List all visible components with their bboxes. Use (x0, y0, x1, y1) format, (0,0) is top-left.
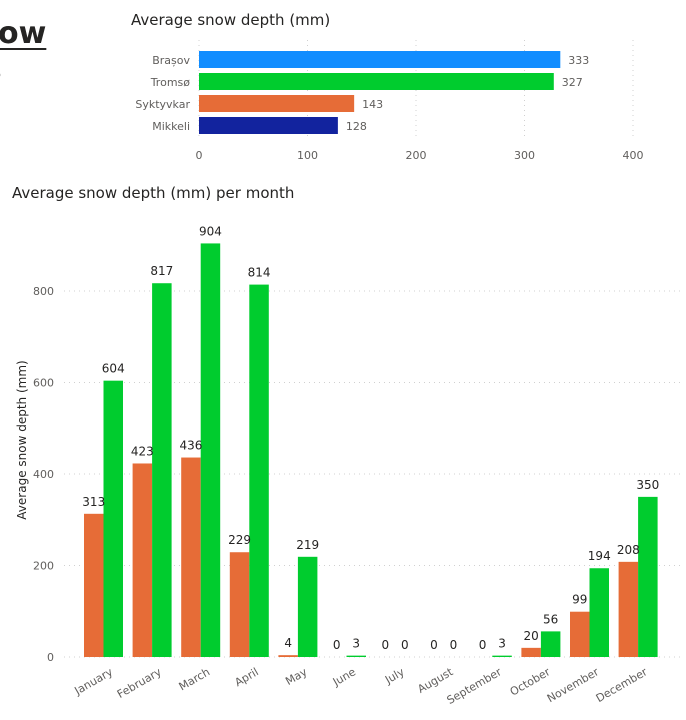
data-label: 350 (636, 478, 659, 492)
bar (618, 561, 639, 657)
snow-depth-by-city-chart: Average snow depth (mm) Brașov Tromsø Sykt… (131, 11, 644, 162)
bar (346, 655, 366, 657)
data-label: 0 (430, 638, 438, 652)
data-label: 208 (617, 543, 640, 557)
bar (249, 284, 269, 657)
y-tick-label: 0 (47, 651, 54, 664)
x-tick-label: 300 (514, 149, 535, 162)
data-label: 229 (228, 533, 251, 547)
y-tick-label: 600 (33, 377, 54, 390)
category-label: April (233, 665, 261, 689)
category-label: Mikkeli (152, 120, 190, 133)
bar (181, 457, 201, 657)
bar (589, 568, 609, 657)
bar (199, 51, 561, 68)
data-label: 56 (543, 612, 558, 626)
bar (103, 380, 123, 657)
category-label: November (545, 665, 601, 705)
data-label: 4 (284, 636, 292, 650)
bar (199, 117, 338, 134)
x-tick-label: 200 (406, 149, 427, 162)
bar (199, 73, 554, 90)
category-label: June (330, 665, 358, 689)
data-label: 194 (588, 549, 611, 563)
data-label: 327 (562, 76, 583, 89)
data-label: 436 (179, 439, 202, 453)
x-tick-label: 0 (196, 149, 203, 162)
data-label: 143 (362, 98, 383, 111)
data-label: 333 (568, 54, 589, 67)
category-label: Brașov (152, 54, 190, 67)
category-label: December (594, 665, 650, 705)
category-label: February (115, 665, 164, 701)
category-label: March (177, 665, 213, 693)
bar (521, 647, 541, 657)
bar (200, 243, 221, 658)
page-title-fragment-2: s (0, 56, 1, 86)
y-tick-label: 800 (33, 285, 54, 298)
bar (84, 513, 104, 657)
y-axis-label: Average snow depth (mm) (15, 360, 29, 519)
category-label: May (283, 665, 310, 688)
data-label: 3 (352, 637, 360, 651)
data-label: 20 (524, 629, 539, 643)
data-label: 604 (102, 362, 125, 376)
x-tick-label: 400 (623, 149, 644, 162)
bar (570, 611, 590, 657)
data-label: 0 (450, 638, 458, 652)
data-label: 3 (498, 637, 506, 651)
data-label: 904 (199, 224, 222, 238)
data-label: 0 (382, 638, 390, 652)
data-label: 313 (82, 495, 105, 509)
data-label: 0 (479, 638, 487, 652)
data-label: 0 (401, 638, 409, 652)
chart-title-month: Average snow depth (mm) per month (12, 184, 294, 202)
data-label: 99 (572, 593, 587, 607)
bar (199, 95, 355, 112)
bar (297, 556, 318, 657)
y-tick-label: 200 (33, 560, 54, 573)
data-label: 219 (296, 538, 319, 552)
data-label: 814 (248, 266, 271, 280)
category-label: August (415, 665, 455, 696)
category-label: Syktyvkar (135, 98, 190, 111)
bar (229, 552, 250, 657)
category-label: July (382, 665, 407, 687)
y-tick-label: 400 (33, 468, 54, 481)
category-label: Tromsø (150, 76, 191, 89)
data-label: 0 (333, 638, 341, 652)
bar (540, 631, 561, 657)
x-tick-label: 100 (297, 149, 318, 162)
bar (278, 655, 298, 657)
page-title-fragment: ow (0, 16, 47, 51)
bar (638, 496, 658, 657)
data-label: 128 (346, 120, 367, 133)
data-label: 817 (150, 264, 173, 278)
chart-title-city: Average snow depth (mm) (131, 11, 330, 29)
category-label: January (72, 665, 116, 698)
bar (152, 283, 172, 657)
bar (132, 463, 153, 657)
bar (492, 655, 512, 657)
data-label: 423 (131, 444, 154, 458)
category-label: September (445, 665, 505, 707)
